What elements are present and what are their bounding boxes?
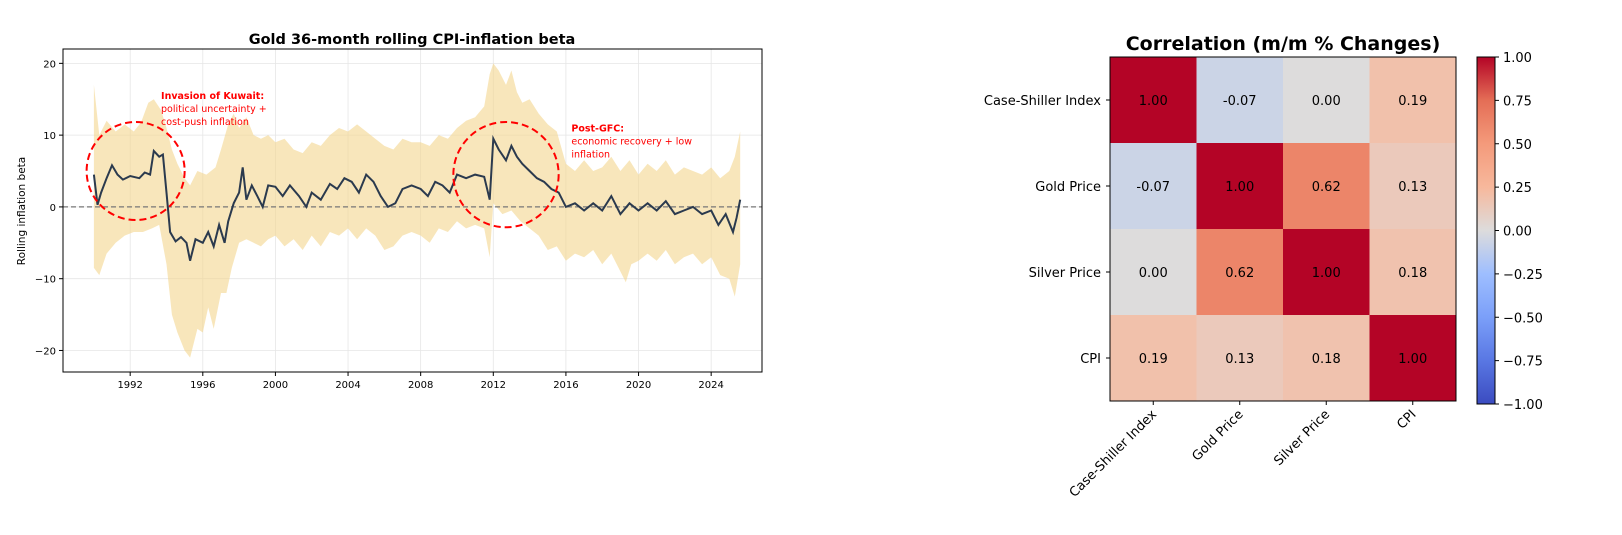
highlight-circle: [85, 121, 186, 222]
x-tick-label: 2012: [481, 380, 506, 391]
row-label: Case-Shiller Index: [984, 94, 1101, 109]
annotation-title: Invasion of Kuwait:: [161, 91, 264, 102]
colorbar-tick-label: −0.25: [1503, 268, 1543, 283]
colorbar-tick-label: 1.00: [1503, 51, 1532, 66]
y-tick-label: 0: [50, 203, 56, 214]
x-tick-label: 2020: [626, 380, 651, 391]
cell-value-label: 0.62: [1225, 266, 1254, 281]
cell-value-label: 0.18: [1398, 266, 1427, 281]
cell-value-label: 0.13: [1225, 352, 1254, 367]
colorbar-ticks: 1.00 0.75 0.50 0.25 0.00 −0.25 −0.50 −0.75 −1.00: [1495, 51, 1543, 413]
y-tick-label: −10: [35, 275, 56, 286]
heatmap-cell: [1110, 143, 1197, 230]
heatmap-cell: [1110, 315, 1197, 402]
heatmap-cell: [1196, 143, 1284, 230]
x-tick-label: 1996: [190, 380, 215, 391]
x-tick-label: 2000: [263, 380, 288, 391]
highlight-circle: [452, 120, 560, 229]
heatmap-cells: 1.00 -0.07 0.00 0.19 -0.07 1.00 0.62 0.13 0.00 0.…: [1110, 57, 1457, 402]
cell-value-label: 0.13: [1398, 180, 1427, 195]
x-tick-label: 2004: [335, 380, 360, 391]
colorbar-tick-label: 0.00: [1503, 225, 1532, 240]
column-label: CPI: [1394, 407, 1419, 432]
heatmap-cell: [1196, 57, 1284, 144]
highlight-circles: [85, 120, 560, 229]
chart-title: Gold 36-month rolling CPI-inflation beta: [249, 32, 576, 48]
colorbar-tick-label: −0.75: [1503, 355, 1543, 370]
cell-value-label: -0.07: [1223, 94, 1257, 109]
beta-series-line: [92, 134, 742, 261]
cell-value-label: 0.19: [1139, 352, 1168, 367]
x-axis-ticks: 1992 1996 2000 2004 2008 2012 2016 2020 2024: [117, 372, 724, 391]
colorbar-tick-label: 0.75: [1503, 94, 1532, 109]
heatmap-title: Correlation (m/m % Changes): [1126, 33, 1441, 55]
x-tick-label: 1992: [117, 380, 142, 391]
row-label: Silver Price: [1029, 266, 1101, 281]
x-tick-label: 2024: [698, 380, 723, 391]
heatmap-cell: [1369, 229, 1457, 316]
column-label: Gold Price: [1189, 407, 1246, 464]
x-tick-label: 2008: [408, 380, 433, 391]
cell-value-label: 1.00: [1312, 266, 1341, 281]
row-label: Gold Price: [1035, 180, 1101, 195]
heatmap-cell: [1283, 57, 1370, 144]
annotation-text: political uncertainty +: [161, 104, 267, 115]
colorbar-tick-label: −1.00: [1503, 398, 1543, 413]
plot-frame: [62, 48, 763, 373]
annotation-title: Post-GFC:: [571, 124, 624, 135]
heatmap-frame: [1109, 56, 1457, 402]
cell-value-label: 0.19: [1398, 94, 1427, 109]
rolling-beta-chart: Gold 36-month rolling CPI-inflation beta…: [16, 32, 763, 391]
annotation: Post-GFC: economic recovery + low inflatio…: [571, 124, 692, 161]
heatmap-cell: [1110, 229, 1197, 316]
cell-value-label: 1.00: [1398, 352, 1427, 367]
colorbar-tick-label: 0.25: [1503, 181, 1532, 196]
cell-value-label: -0.07: [1136, 180, 1170, 195]
colorbar: [1476, 56, 1496, 405]
annotations: Invasion of Kuwait: political uncertainty…: [161, 91, 692, 160]
confidence-band: [93, 63, 741, 358]
y-tick-label: 20: [43, 59, 56, 70]
annotation-text: cost-push inflation: [161, 117, 249, 128]
annotation: Invasion of Kuwait: political uncertainty…: [161, 91, 267, 128]
row-label: CPI: [1080, 352, 1101, 367]
cell-value-label: 1.00: [1139, 94, 1168, 109]
y-tick-label: 10: [43, 131, 56, 142]
annotation-text: inflation: [571, 150, 610, 161]
heatmap-cell: [1369, 57, 1457, 144]
cell-value-label: 0.62: [1312, 180, 1341, 195]
column-labels: Case-Shiller Index Gold Price Silver Price…: [1067, 401, 1420, 501]
heatmap-cell: [1110, 57, 1197, 144]
annotation-text: economic recovery + low: [571, 137, 692, 148]
column-label: Case-Shiller Index: [1067, 407, 1161, 501]
x-tick-label: 2016: [553, 380, 578, 391]
cell-value-label: 1.00: [1225, 180, 1254, 195]
heatmap-cell: [1196, 229, 1284, 316]
y-axis-label: Rolling inflation beta: [16, 157, 28, 265]
heatmap-cell: [1196, 315, 1284, 402]
cell-value-label: 0.18: [1312, 352, 1341, 367]
column-label: Silver Price: [1271, 407, 1333, 469]
heatmap-cell: [1283, 143, 1370, 230]
heatmap-cell: [1369, 143, 1457, 230]
heatmap-cell: [1283, 229, 1370, 316]
y-axis-ticks: 20 10 0 −10 −20: [35, 59, 63, 357]
heatmap-cell: [1283, 315, 1370, 402]
colorbar-tick-label: −0.50: [1503, 311, 1543, 326]
cell-value-label: 0.00: [1139, 266, 1168, 281]
cell-value-label: 0.00: [1312, 94, 1341, 109]
correlation-heatmap: Correlation (m/m % Changes) 1.00 -0.07 0.0…: [984, 33, 1543, 501]
y-tick-label: −20: [35, 346, 56, 357]
heatmap-cell: [1369, 315, 1457, 402]
colorbar-tick-label: 0.50: [1503, 138, 1532, 153]
row-labels: Case-Shiller Index Gold Price Silver Price…: [984, 94, 1110, 367]
